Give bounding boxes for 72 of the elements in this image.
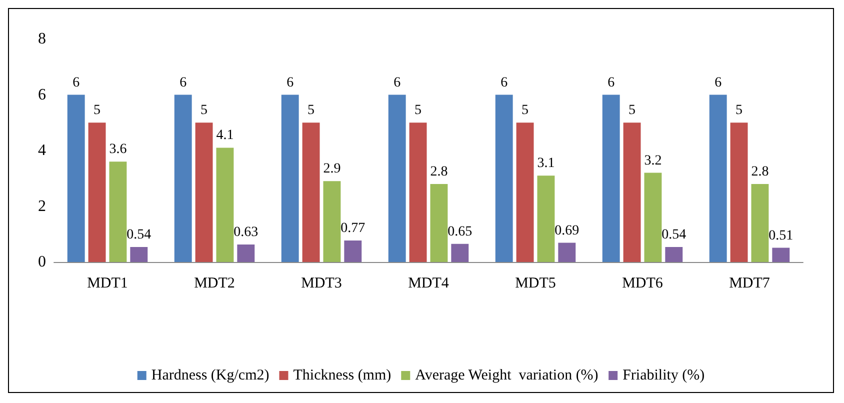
bar [195, 122, 213, 262]
bar [409, 122, 427, 262]
y-tick-label: 0 [38, 254, 46, 270]
bar [67, 94, 85, 262]
data-label: 2.9 [323, 162, 341, 177]
y-tick-label: 6 [38, 86, 46, 104]
bar [388, 94, 406, 262]
y-tick-label: 4 [38, 142, 46, 159]
data-label: 2.8 [430, 164, 448, 180]
bar [751, 184, 769, 262]
data-label: 6 [394, 75, 401, 90]
bar [516, 122, 534, 262]
bar [344, 240, 362, 262]
data-label: 5 [308, 103, 315, 118]
bar [130, 246, 148, 262]
data-label: 5 [522, 103, 529, 118]
data-label: 0.77 [340, 221, 366, 236]
data-label: 6 [714, 75, 722, 90]
data-label: 0.54 [662, 227, 686, 242]
data-label: 0.63 [234, 224, 258, 240]
bar [88, 122, 106, 262]
bar [430, 184, 448, 262]
bar [323, 181, 341, 262]
bar [709, 94, 727, 262]
bar [451, 244, 469, 262]
data-label: 6 [180, 75, 187, 90]
x-tick-label: MDT3 [301, 276, 342, 292]
x-tick-label: MDT2 [194, 276, 235, 292]
bar [602, 94, 620, 262]
bar [537, 176, 555, 262]
data-label: 2.8 [751, 164, 769, 180]
data-label: 0.54 [126, 227, 152, 242]
data-label: 3.1 [537, 156, 555, 172]
bar [772, 248, 790, 262]
data-label: 0.51 [768, 228, 794, 244]
legend-label: Thickness (mm) [293, 368, 392, 384]
bar [644, 172, 662, 262]
bar [495, 94, 513, 262]
bar [302, 122, 320, 262]
data-label: 5 [94, 103, 101, 118]
bar [623, 122, 641, 262]
x-tick-label: MDT6 [622, 276, 664, 292]
bar [730, 122, 748, 262]
bar [216, 148, 234, 262]
bar [174, 94, 192, 262]
bar [281, 94, 299, 262]
x-tick-label: MDT5 [515, 276, 556, 292]
legend-label: Average Weight variation (%) [415, 368, 598, 384]
data-label: 4.1 [216, 128, 234, 144]
legend-label: Friability (%) [622, 368, 705, 384]
y-tick-label: 8 [38, 30, 46, 48]
data-label: 6 [286, 75, 294, 90]
bar [109, 162, 127, 262]
bar [558, 242, 576, 262]
data-label: 5 [414, 103, 422, 118]
data-label: 6 [72, 75, 80, 90]
data-label: 3.6 [109, 142, 127, 158]
data-label: 6 [500, 75, 508, 90]
bar [665, 246, 683, 262]
data-label: 0.65 [448, 224, 472, 240]
y-tick-label: 2 [38, 198, 46, 215]
data-label: 3.2 [644, 153, 662, 168]
x-tick-label: MDT4 [408, 276, 450, 292]
legend-label: Hardness (Kg/cm2) [151, 368, 270, 384]
bar [237, 244, 255, 262]
data-label: 5 [628, 103, 636, 118]
data-label: 5 [200, 103, 208, 118]
x-tick-label: MDT1 [87, 276, 128, 292]
x-tick-label: MDT7 [729, 276, 770, 292]
data-label: 6 [608, 75, 615, 90]
data-label: 5 [736, 103, 743, 118]
data-label: 0.69 [554, 223, 580, 238]
